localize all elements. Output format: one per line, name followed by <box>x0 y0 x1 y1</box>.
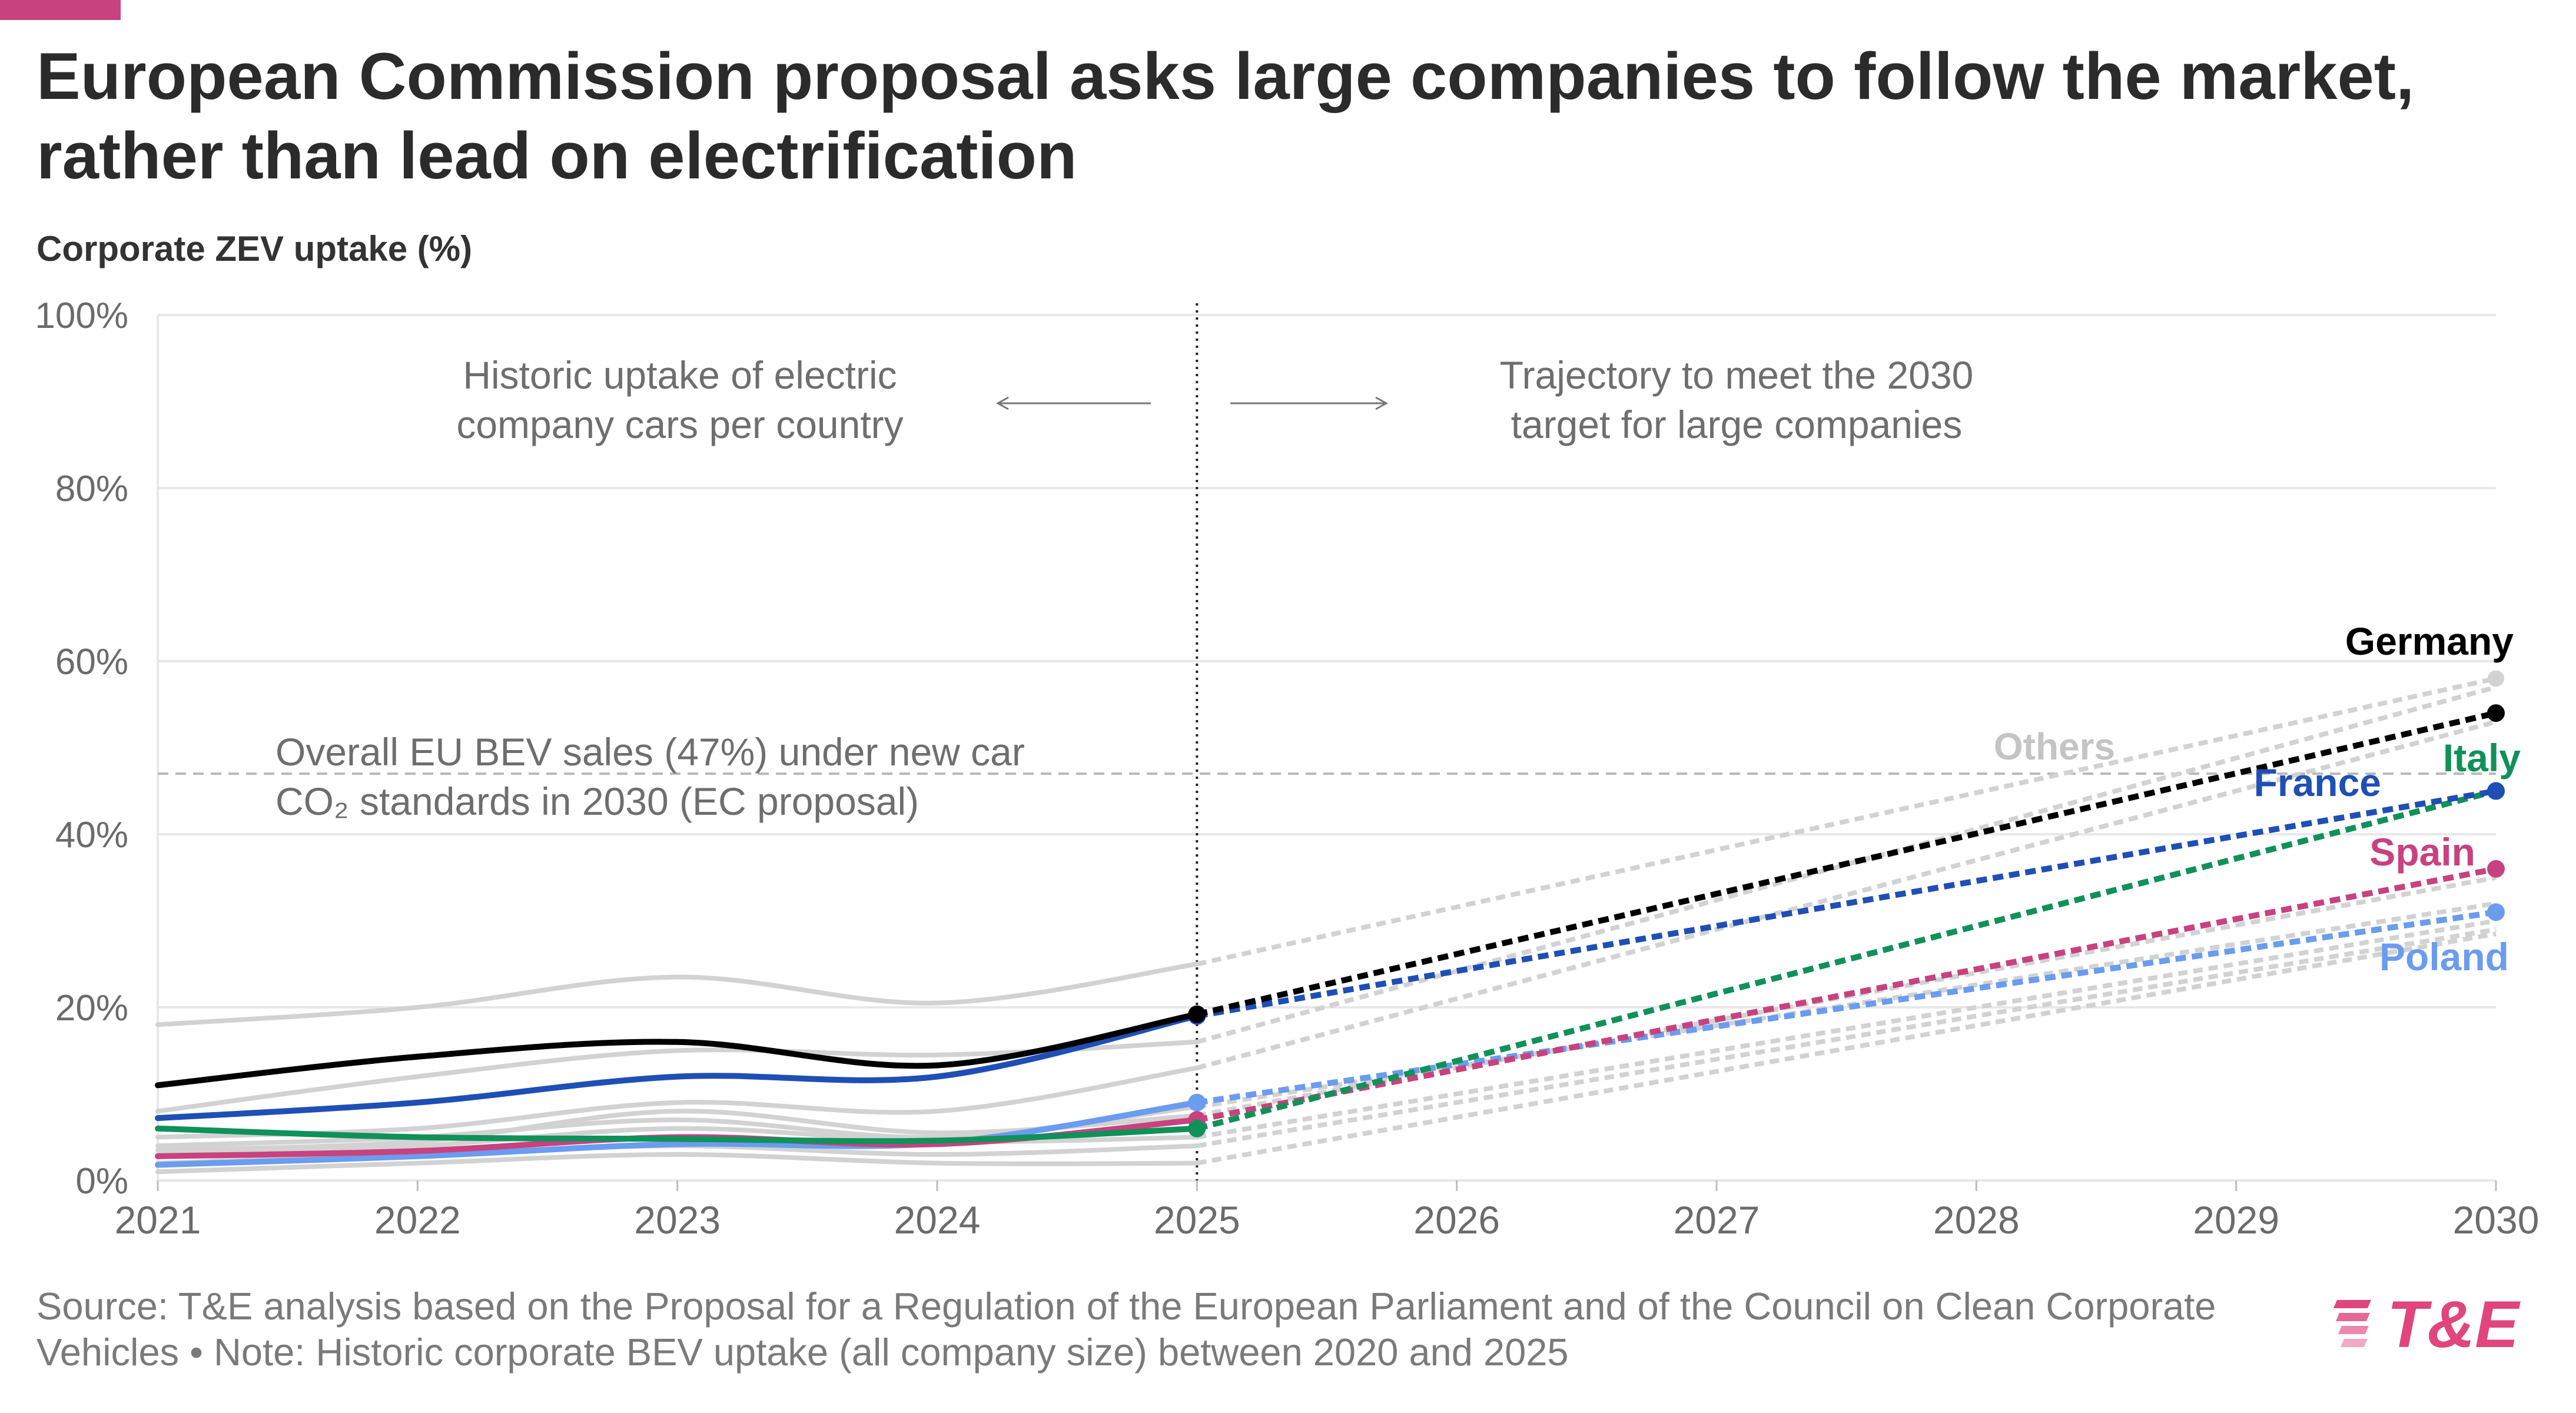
source-note: Source: T&E analysis based on the Propos… <box>36 1285 2216 1374</box>
series-historic-germany <box>155 1011 1200 1089</box>
annotation-trajectory-line: target for large companies <box>1511 403 1963 446</box>
y-tick-label: 60% <box>55 642 128 682</box>
gridlines <box>157 314 2496 1182</box>
x-tick-label: 2022 <box>374 1198 461 1242</box>
series-point-2025-italy <box>1188 1119 1206 1137</box>
series-label-italy: Italy <box>2443 736 2521 780</box>
arrow-right-icon <box>1230 396 1389 410</box>
series-point-2030-germany <box>2487 704 2505 722</box>
series-historic-france <box>155 1013 1200 1122</box>
others-target-line <box>1196 719 2497 1070</box>
y-tick-label: 0% <box>75 1161 128 1202</box>
series-historic-poland <box>155 1099 1200 1168</box>
logo-stripe <box>2341 1339 2368 1347</box>
others-label: Others <box>1994 725 2115 768</box>
y-axis-label: Corporate ZEV uptake (%) <box>36 229 473 268</box>
x-tick-label: 2025 <box>1154 1198 1240 1242</box>
annotation-historic-line: company cars per country <box>456 403 903 446</box>
y-tick-label: 20% <box>55 988 128 1029</box>
x-tick-label: 2030 <box>2453 1198 2540 1242</box>
others-target-line <box>1196 676 2497 967</box>
series-point-2025-poland <box>1188 1093 1206 1112</box>
annotation-historic-line: Historic uptake of electric <box>463 353 897 397</box>
y-tick-label: 80% <box>55 469 128 509</box>
reference-line-group <box>158 303 2496 1180</box>
series-point-2030-poland <box>2487 903 2505 921</box>
logo-stripe <box>2338 1326 2369 1334</box>
annotation-trajectory: Trajectory to meet the 2030 target for la… <box>1500 353 1974 446</box>
logo-stripe <box>2333 1300 2371 1308</box>
arrow-left-icon <box>995 396 1151 410</box>
annotations-group: Germany France Italy Spain Poland Others Histo… <box>275 353 2521 979</box>
arrow-head <box>1375 396 1389 410</box>
x-axis-ticks: 2021 2022 2023 2024 2025 2026 2027 2028 2029 2030 <box>115 1180 2540 1242</box>
series-target-germany <box>1196 710 2497 1017</box>
series-label-poland: Poland <box>2379 935 2509 979</box>
series-point-2030-spain <box>2487 860 2505 878</box>
x-tick-label: 2027 <box>1674 1198 1760 1242</box>
x-tick-label: 2021 <box>115 1198 201 1242</box>
chart-title: European Commission proposal asks large … <box>36 39 2415 193</box>
series-label-germany: Germany <box>2345 619 2514 663</box>
series-label-spain: Spain <box>2369 830 2475 874</box>
annotation-eu-line: Overall EU BEV sales (47%) under new car… <box>275 730 1025 823</box>
others-target-line <box>1196 918 2497 1140</box>
y-tick-label: 100% <box>35 296 128 336</box>
annotation-historic: Historic uptake of electric company cars … <box>456 353 903 446</box>
x-tick-label: 2023 <box>634 1198 721 1242</box>
others-historic-line <box>155 1152 1200 1175</box>
series-target-france <box>1196 788 2497 1019</box>
series-point-2030-france <box>2487 782 2505 800</box>
others-target-line <box>1196 931 2497 1166</box>
others-historic-line <box>155 1126 1200 1157</box>
series-label-france: France <box>2254 761 2381 804</box>
logo-stripe <box>2336 1313 2370 1321</box>
series-historic-italy <box>155 1125 1200 1145</box>
others-target-line <box>1196 685 2497 1044</box>
others-end-point <box>2488 670 2504 687</box>
highlighted-series-group <box>155 704 2505 1168</box>
x-tick-label: 2024 <box>894 1198 981 1242</box>
series-point-2025-germany <box>1188 1005 1206 1023</box>
series-target-italy <box>1196 788 2497 1132</box>
y-axis-ticks: 0% 20% 40% 60% 80% 100% <box>35 296 128 1202</box>
logo-text: T&E <box>2387 1288 2521 1361</box>
accent-bar <box>0 0 121 20</box>
others-target-line <box>1196 927 2497 1149</box>
arrow-head <box>995 396 1009 410</box>
annotation-eu-line-line: CO₂ standards in 2030 (EC proposal) <box>275 780 919 823</box>
y-tick-label: 40% <box>55 815 128 855</box>
annotation-eu-line-line: Overall EU BEV sales (47%) under new car <box>275 730 1025 774</box>
series-target-spain <box>1196 865 2497 1123</box>
x-tick-label: 2026 <box>1413 1198 1500 1242</box>
annotation-trajectory-line: Trajectory to meet the 2030 <box>1500 353 1974 397</box>
logo-stripes-icon <box>2333 1300 2371 1347</box>
te-logo: T&E <box>2333 1288 2521 1361</box>
others-historic-line <box>155 961 1200 1027</box>
x-tick-label: 2029 <box>2193 1198 2279 1242</box>
x-tick-label: 2028 <box>1933 1198 2020 1242</box>
